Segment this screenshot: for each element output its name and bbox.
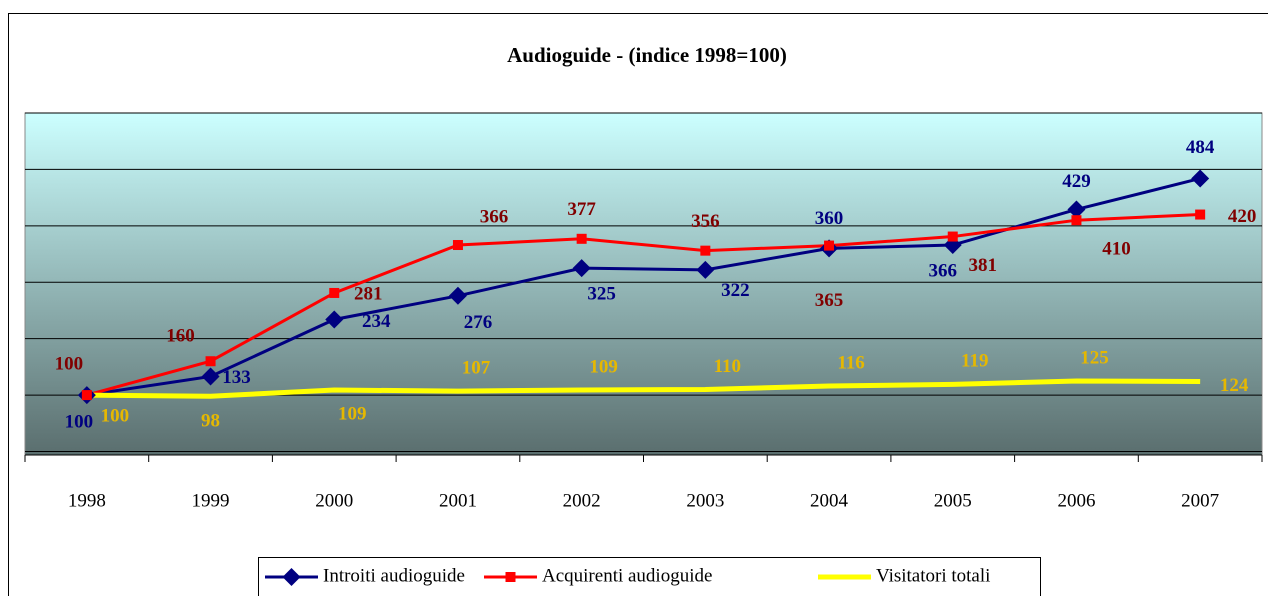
data-label: 276 xyxy=(464,312,493,333)
marker xyxy=(700,245,711,256)
data-label: 160 xyxy=(166,326,195,347)
data-label: 360 xyxy=(815,208,844,229)
x-tick-label: 2004 xyxy=(810,490,849,511)
marker xyxy=(1195,209,1206,220)
legend-label: Visitatori totali xyxy=(876,565,990,586)
legend-marker xyxy=(282,568,301,586)
data-label: 429 xyxy=(1062,171,1091,192)
x-tick-label: 2000 xyxy=(315,490,353,511)
data-label: 109 xyxy=(338,403,367,424)
data-label: 107 xyxy=(462,357,491,378)
data-label: 281 xyxy=(354,283,383,304)
x-tick-label: 1998 xyxy=(68,490,106,511)
x-tick-label: 2006 xyxy=(1057,490,1095,511)
x-tick-label: 2005 xyxy=(934,490,972,511)
data-label: 119 xyxy=(961,351,988,372)
marker xyxy=(824,240,835,251)
legend-label: Introiti audioguide xyxy=(323,565,465,586)
data-label: 100 xyxy=(101,405,130,426)
marker xyxy=(205,356,216,367)
marker xyxy=(572,259,591,278)
marker xyxy=(1067,200,1086,219)
data-label: 484 xyxy=(1186,137,1215,158)
data-label: 100 xyxy=(55,353,84,374)
data-label: 125 xyxy=(1080,347,1109,368)
data-label: 124 xyxy=(1220,375,1249,396)
data-label: 366 xyxy=(480,206,509,227)
data-label: 100 xyxy=(65,411,94,432)
x-tick-label: 2007 xyxy=(1181,490,1219,511)
legend xyxy=(258,557,1041,596)
marker xyxy=(448,286,467,305)
data-label: 366 xyxy=(929,260,958,281)
marker xyxy=(1191,169,1210,188)
data-label: 116 xyxy=(837,352,864,373)
marker xyxy=(452,240,463,251)
x-tick-label: 2001 xyxy=(439,490,477,511)
marker xyxy=(201,367,220,386)
marker xyxy=(325,310,344,329)
data-label: 109 xyxy=(589,356,618,377)
marker xyxy=(696,260,715,279)
data-label: 420 xyxy=(1228,206,1257,227)
chart-title: Audioguide - (indice 1998=100) xyxy=(507,43,787,67)
data-label: 325 xyxy=(587,284,616,305)
data-label: 381 xyxy=(969,255,998,276)
data-label: 234 xyxy=(362,311,391,332)
data-label: 133 xyxy=(222,367,251,388)
x-tick-label: 2003 xyxy=(686,490,724,511)
data-label: 365 xyxy=(815,290,844,311)
data-label: 377 xyxy=(567,199,596,220)
data-label: 98 xyxy=(201,411,220,432)
series-line xyxy=(86,378,1201,399)
marker xyxy=(576,233,587,244)
series-line xyxy=(86,213,1201,397)
data-label: 110 xyxy=(714,356,741,377)
x-tick-label: 2002 xyxy=(563,490,601,511)
data-label: 356 xyxy=(691,211,720,232)
marker xyxy=(1071,215,1082,226)
x-tick-label: 1999 xyxy=(192,490,230,511)
legend-marker xyxy=(505,572,516,582)
marker xyxy=(329,287,340,298)
marker xyxy=(947,231,958,242)
plot-area xyxy=(24,112,1263,456)
data-label: 322 xyxy=(721,280,750,301)
data-label: 410 xyxy=(1102,239,1131,260)
marker xyxy=(81,390,92,401)
legend-label: Acquirenti audioguide xyxy=(542,565,712,586)
